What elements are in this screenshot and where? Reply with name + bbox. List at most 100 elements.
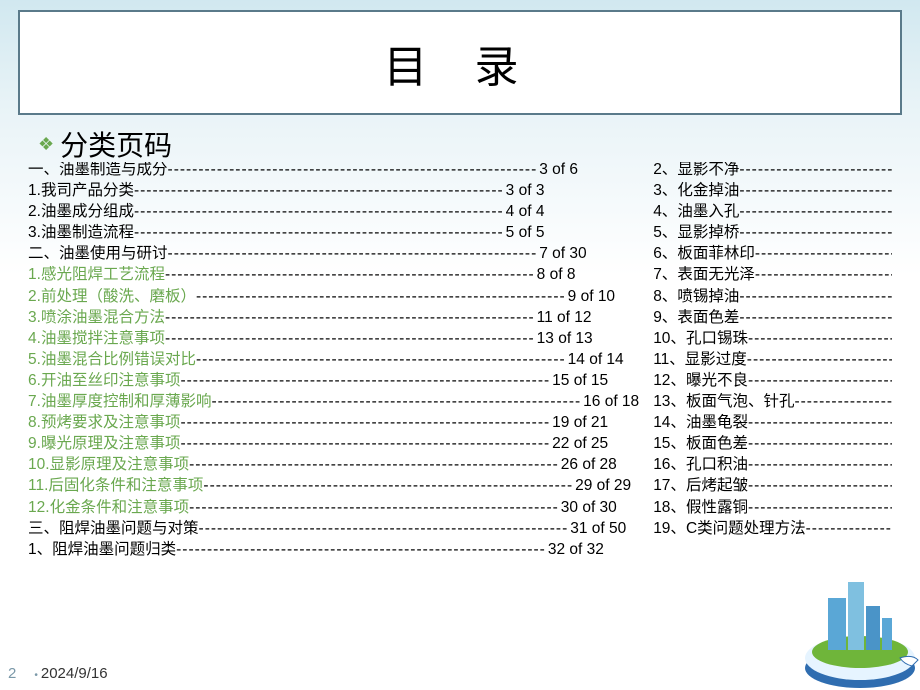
toc-entry-number: 4. <box>28 331 41 347</box>
toc-entry-leader: ----------------------------------------… <box>134 183 504 199</box>
toc-entry-label: 曝光不良 <box>686 373 748 389</box>
toc-entry-leader: ----------------------------------------… <box>180 415 550 431</box>
toc-entry-number: 三、 <box>28 521 59 537</box>
toc-entry-leader: ----------------------------------------… <box>739 289 892 305</box>
toc-entry-page: 32 of 32 <box>546 542 604 558</box>
toc-entry-label: 化金掉油 <box>677 183 739 199</box>
toc-column-left: 一、油墨制造与成分-------------------------------… <box>28 162 639 650</box>
toc-entry: 3. 油墨制造流程-------------------------------… <box>28 225 639 241</box>
toc-entry: 1. 我司产品分类-------------------------------… <box>28 183 639 199</box>
toc-entry-number: 6. <box>28 373 41 389</box>
toc-entry: 5、显影掉桥----------------------------------… <box>653 225 892 241</box>
toc-entry: 1. 感光阻焊工艺流程-----------------------------… <box>28 267 639 283</box>
toc-entry: 10. 显影原理及注意事项---------------------------… <box>28 457 639 473</box>
toc-entry-leader: ----------------------------------------… <box>211 394 581 410</box>
toc-entry: 12、曝光不良---------------------------------… <box>653 373 892 389</box>
toc-entry-leader: ----------------------------------------… <box>755 246 892 262</box>
toc-entry-label: 化金条件和注意事项 <box>50 500 190 516</box>
footer-date-group: •2024/9/16 <box>34 665 107 682</box>
toc-entry-number: 7. <box>28 394 41 410</box>
toc-entry-number: 1. <box>28 183 41 199</box>
toc-entry: 4. 油墨搅拌注意事项-----------------------------… <box>28 331 639 347</box>
footer: 2 •2024/9/16 <box>8 665 108 682</box>
toc-entry-label: 油墨入孔 <box>677 204 739 220</box>
toc-entry: 2. 前处理（酸洗、磨板）---------------------------… <box>28 289 639 305</box>
toc-entry-label: 假性露铜 <box>686 500 748 516</box>
toc-entry: 11. 后固化条件和注意事项--------------------------… <box>28 478 639 494</box>
toc-entry-page: 9 of 10 <box>566 289 615 305</box>
toc-entry-leader: ----------------------------------------… <box>189 500 559 516</box>
toc-entry-page: 4 of 4 <box>504 204 545 220</box>
toc-entry-leader: ----------------------------------------… <box>180 373 550 389</box>
toc-entry: 6. 开油至丝印注意事项----------------------------… <box>28 373 639 389</box>
toc-entry-number: 12. <box>28 500 50 516</box>
toc-entry-number: 9、 <box>653 310 677 326</box>
toc-entry: 8、喷锡掉油----------------------------------… <box>653 289 892 305</box>
toc-entry-page: 7 of 30 <box>537 246 586 262</box>
toc-entry-leader: ----------------------------------------… <box>165 310 535 326</box>
toc-entry-number: 9. <box>28 436 41 452</box>
toc-entry-page: 8 of 8 <box>535 267 576 283</box>
toc-entry: 10、孔口锡珠---------------------------------… <box>653 331 892 347</box>
toc-entry-label: 感光阻焊工艺流程 <box>41 267 165 283</box>
toc-entry: 二、油墨使用与研讨-------------------------------… <box>28 246 639 262</box>
toc-entry: 7. 油墨厚度控制和厚薄影响--------------------------… <box>28 394 639 410</box>
toc-entry-label: 板面气泡、针孔 <box>686 394 795 410</box>
toc-entry: 16、孔口积油---------------------------------… <box>653 457 892 473</box>
toc-entry-page: 30 of 30 <box>559 500 617 516</box>
subtitle-row: ❖ 分类页码 <box>38 124 172 164</box>
toc-entry: 9. 曝光原理及注意事项----------------------------… <box>28 436 639 452</box>
toc-entry-number: 11、 <box>653 352 685 368</box>
toc-entry-label: 油墨制造与成分 <box>59 162 168 178</box>
toc-entry: 一、油墨制造与成分-------------------------------… <box>28 162 639 178</box>
toc-entry-page: 11 of 12 <box>535 310 592 326</box>
toc-entry-page: 16 of 18 <box>581 394 639 410</box>
toc-entry-leader: ----------------------------------------… <box>134 204 504 220</box>
toc-entry-page: 15 of 15 <box>550 373 608 389</box>
toc-entry-number: 7、 <box>653 267 677 283</box>
page-title: 目 录 <box>384 31 537 95</box>
toc-entry: 6、板面菲林印---------------------------------… <box>653 246 892 262</box>
toc-entry-leader: ----------------------------------------… <box>189 457 559 473</box>
toc-entry: 5. 油墨混合比例错误对比---------------------------… <box>28 352 639 368</box>
toc-entry-number: 19、 <box>653 521 686 537</box>
toc-entry-number: 2. <box>28 289 41 305</box>
toc-entry-leader: ----------------------------------------… <box>748 457 892 473</box>
toc-entry-label: 预烤要求及注意事项 <box>41 415 181 431</box>
toc-entry-leader: ----------------------------------------… <box>739 183 892 199</box>
toc-entry-label: 孔口积油 <box>686 457 748 473</box>
toc-entry: 4、油墨入孔----------------------------------… <box>653 204 892 220</box>
toc-entry-leader: ----------------------------------------… <box>755 267 892 283</box>
toc-entry-number: 16、 <box>653 457 686 473</box>
toc-entry-label: 油墨厚度控制和厚薄影响 <box>41 394 212 410</box>
toc-entry-label: 油墨搅拌注意事项 <box>41 331 165 347</box>
toc-entry: 三、阻焊油墨问题与对策-----------------------------… <box>28 521 639 537</box>
toc-entry-number: 1、 <box>28 542 52 558</box>
toc-entry-number: 13、 <box>653 394 686 410</box>
toc-entry-number: 10. <box>28 457 50 473</box>
toc-entry-label: 曝光原理及注意事项 <box>41 436 181 452</box>
toc-entry-label: 油墨混合比例错误对比 <box>41 352 196 368</box>
toc-entry-number: 15、 <box>653 436 686 452</box>
toc-entry-label: 开油至丝印注意事项 <box>41 373 181 389</box>
toc-entry-label: 表面无光泽 <box>677 267 755 283</box>
toc-entry-leader: ----------------------------------------… <box>165 267 535 283</box>
toc-entry-leader: ----------------------------------------… <box>168 162 538 178</box>
toc-entry-label: 我司产品分类 <box>41 183 134 199</box>
toc-columns: 一、油墨制造与成分-------------------------------… <box>28 162 892 650</box>
toc-entry-number: 3. <box>28 225 41 241</box>
toc-entry-page: 22 of 25 <box>550 436 608 452</box>
toc-entry-label: 显影掉桥 <box>677 225 739 241</box>
toc-entry-label: 板面菲林印 <box>677 246 755 262</box>
toc-entry-page: 19 of 21 <box>550 415 608 431</box>
toc-entry-leader: ----------------------------------------… <box>806 521 892 537</box>
toc-entry-number: 14、 <box>653 415 686 431</box>
toc-entry-label: 后固化条件和注意事项 <box>48 478 203 494</box>
toc-entry-number: 12、 <box>653 373 686 389</box>
toc-entry-leader: ----------------------------------------… <box>176 542 546 558</box>
toc-entry-leader: ----------------------------------------… <box>168 246 538 262</box>
toc-entry: 8. 预烤要求及注意事项----------------------------… <box>28 415 639 431</box>
toc-entry-leader: ----------------------------------------… <box>180 436 550 452</box>
toc-entry-label: 油墨成分组成 <box>41 204 134 220</box>
toc-entry: 15、板面色差---------------------------------… <box>653 436 892 452</box>
